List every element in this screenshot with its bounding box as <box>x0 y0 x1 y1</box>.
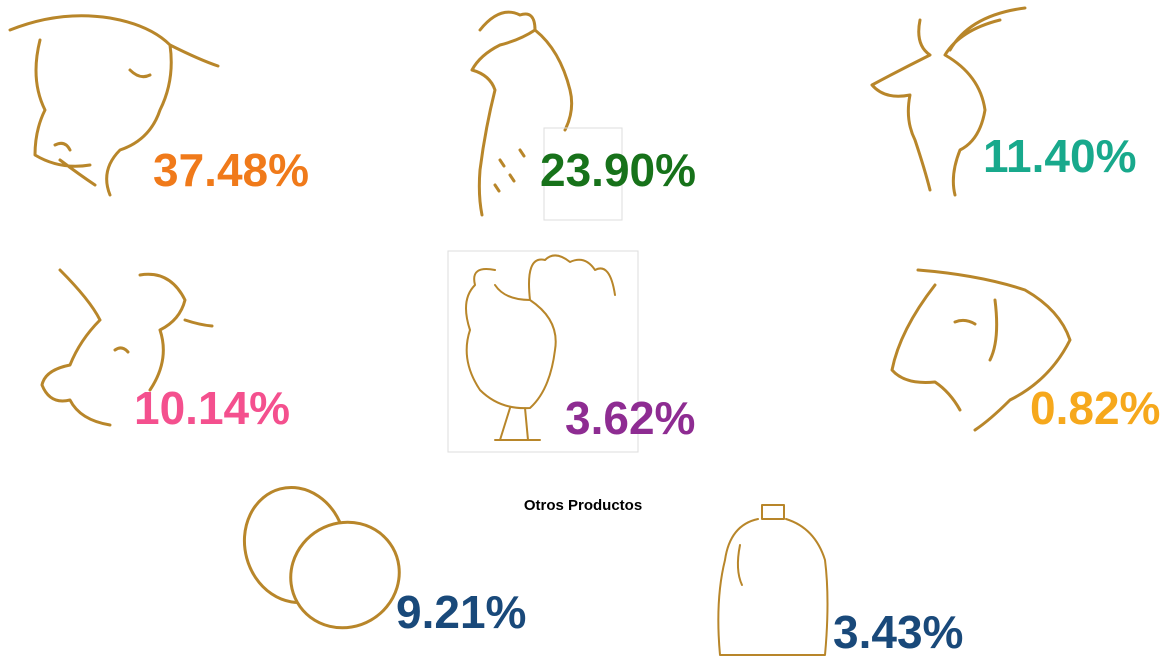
section-title: Otros Productos <box>524 497 642 514</box>
percentage: 0.82% <box>1030 382 1160 434</box>
percentage: 3.62% <box>565 392 695 444</box>
percentage: 9.21% <box>396 586 526 638</box>
milk-icon <box>718 505 827 655</box>
percentage: 11.40% <box>983 130 1136 182</box>
eggs-icon <box>232 476 419 647</box>
infographic: 37.48% 23.90% 11.40% 10.14% 3.62% 0.82% … <box>0 0 1176 662</box>
percentage: 3.43% <box>833 606 963 658</box>
percentage: 10.14% <box>134 382 290 434</box>
percentage: 23.90% <box>540 144 696 196</box>
percentage: 37.48% <box>153 144 309 196</box>
